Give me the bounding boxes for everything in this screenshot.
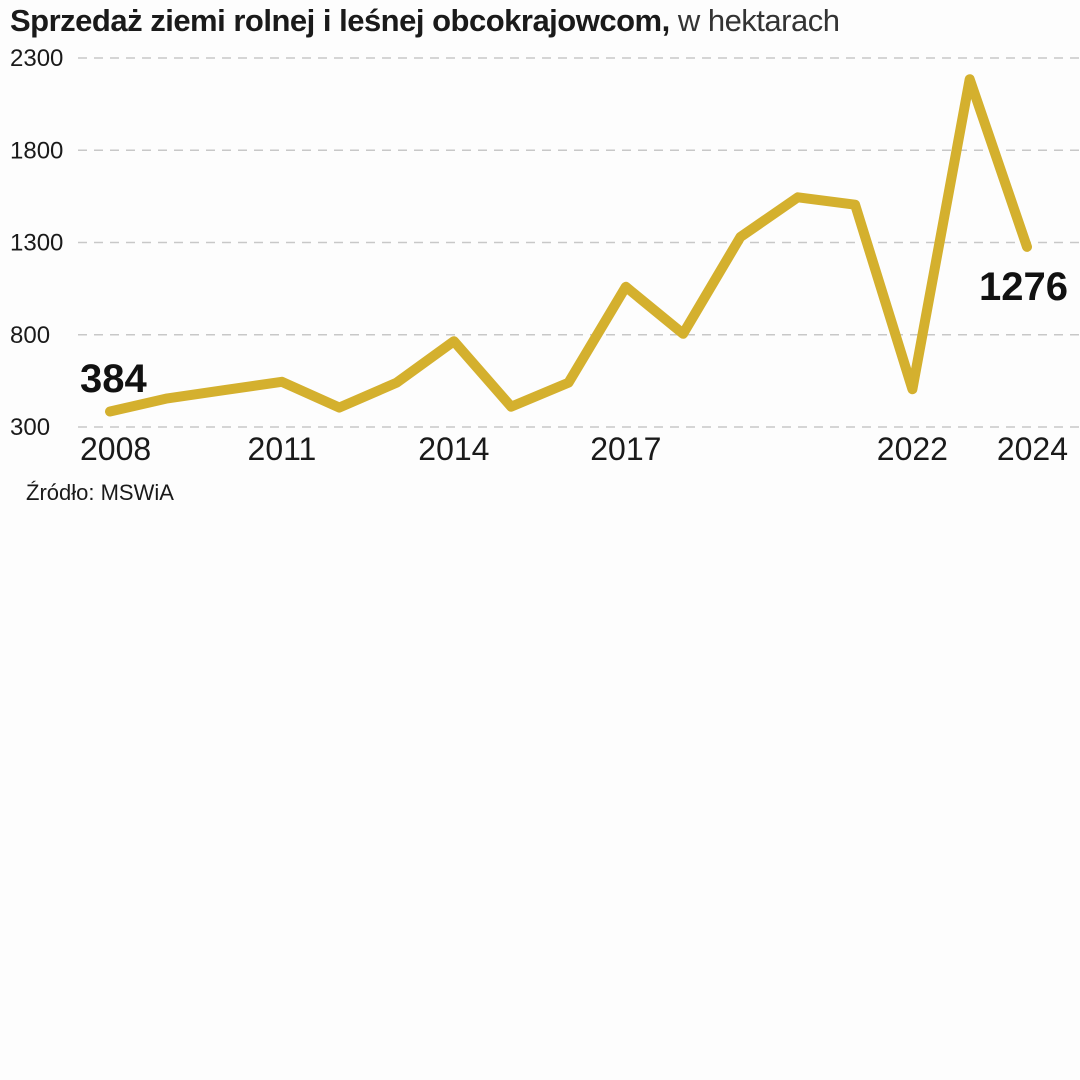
data-point-2011 [277,377,286,386]
chart-title-main: Sprzedaż ziemi rolnej i leśnej obcokrajo… [10,3,670,38]
data-label-2008: 384 [80,357,147,401]
y-tick-label-1800: 1800 [10,137,63,164]
x-tick-label-2014: 2014 [418,431,489,467]
chart-title-unit: w hektarach [677,3,840,38]
y-tick-label-1300: 1300 [10,230,63,257]
data-point-2021 [851,200,860,209]
data-label-2024: 1276 [979,265,1068,309]
data-point-2014 [449,337,458,346]
x-tick-label-2008: 2008 [80,431,151,467]
chart-title: Sprzedaż ziemi rolnej i leśnej obcokrajo… [10,0,840,42]
source-note: Źródło: MSWiA [26,480,174,505]
data-point-2019 [736,232,745,241]
data-point-2012 [335,403,344,412]
data-point-2024 [1023,242,1031,251]
data-point-2009 [163,394,172,403]
data-point-2013 [392,378,401,387]
data-point-2016 [564,378,573,387]
data-point-2008 [106,407,114,416]
x-tick-label-2017: 2017 [590,431,661,467]
y-tick-label-300: 300 [10,414,50,441]
data-point-2022 [908,385,917,394]
x-tick-label-2022: 2022 [877,431,948,467]
data-point-2023 [965,75,974,84]
data-point-2015 [507,402,516,411]
y-tick-label-800: 800 [10,322,50,349]
data-point-2020 [793,193,802,202]
y-tick-label-2300: 2300 [10,45,63,72]
data-point-2017 [621,282,630,291]
x-tick-label-2011: 2011 [248,431,317,467]
data-point-2010 [220,386,229,395]
data-point-2018 [679,329,688,338]
series-line-0 [105,74,1032,417]
x-tick-label-2024: 2024 [997,431,1068,467]
